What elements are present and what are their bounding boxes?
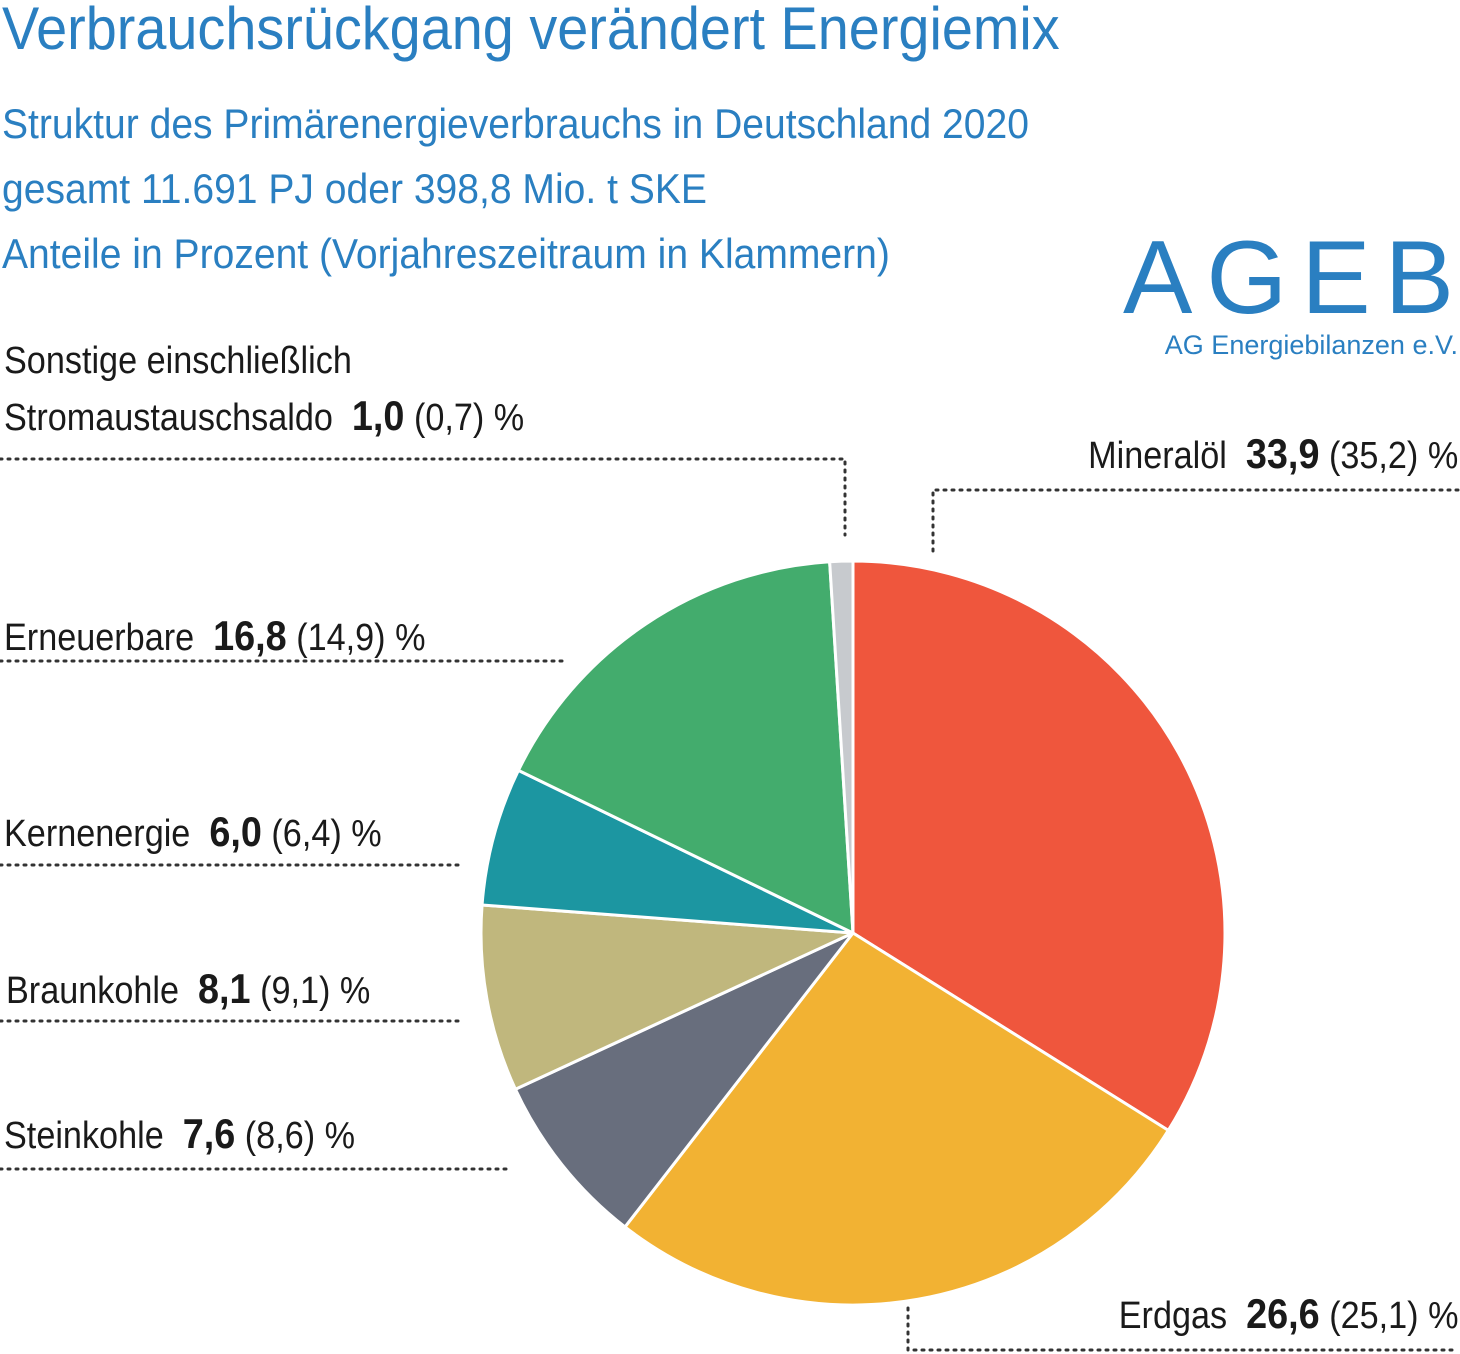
subtitle-line-1: Struktur des Primärenergieverbrauchs in … <box>2 100 1029 147</box>
label-kernenergie: Kernenergie 6,0 (6,4) % <box>4 808 382 856</box>
label-steinkohle: Steinkohle 7,6 (8,6) % <box>4 1110 355 1158</box>
slice-prev: (35,2) <box>1328 435 1419 477</box>
slice-unit: % <box>395 617 426 659</box>
pie-slice-5 <box>516 560 855 935</box>
slice-value: 1,0 <box>351 392 405 439</box>
label-sonstige: Stromaustauschsaldo 1,0 (0,7) % <box>4 392 524 440</box>
label-braunkohle: Braunkohle 8,1 (9,1) % <box>6 965 370 1013</box>
logo-subtitle: AG Energiebilanzen e.V. <box>1164 330 1458 360</box>
slice-value: 16,8 <box>213 612 287 659</box>
label-sonstige-line1: Sonstige einschließlich <box>4 340 352 383</box>
pie-slice-4 <box>480 768 855 935</box>
slice-unit: % <box>1427 1295 1458 1337</box>
leader-lines <box>0 457 1460 1352</box>
slice-prev: (0,7) <box>413 397 485 439</box>
slice-prev: (9,1) <box>260 970 331 1012</box>
subtitle-line-3: Anteile in Prozent (Vorjahreszeitraum in… <box>2 230 890 277</box>
slice-name: Kernenergie <box>4 813 191 855</box>
pie-slice-1 <box>623 931 1170 1307</box>
slice-prev: (8,6) <box>244 1115 316 1157</box>
slice-name: Erneuerbare <box>4 617 195 659</box>
pie-slice-6 <box>828 559 855 935</box>
slice-value: 6,0 <box>209 808 262 855</box>
slice-value: 33,9 <box>1245 430 1320 477</box>
leader-line-sonstige <box>0 457 847 537</box>
logo-wordmark: AGEB <box>1123 220 1460 336</box>
pie-slice-0 <box>851 559 1227 1132</box>
slice-value: 8,1 <box>198 965 251 1012</box>
chart-title: Verbrauchsrückgang verändert Energiemix <box>2 0 1060 62</box>
subtitle-line-2: gesamt 11.691 PJ oder 398,8 Mio. t SKE <box>2 165 707 212</box>
pie-slice-2 <box>513 931 855 1229</box>
slice-name: Braunkohle <box>6 970 180 1012</box>
pie-slices <box>479 559 1227 1307</box>
slice-value: 7,6 <box>182 1110 236 1157</box>
slice-name: Sonstige einschließlich <box>4 340 352 382</box>
label-erdgas: Erdgas 26,6 (25,1) % <box>1118 1290 1458 1338</box>
slice-name: Steinkohle <box>4 1115 164 1157</box>
slice-unit: % <box>324 1115 356 1157</box>
slice-name: Erdgas <box>1118 1295 1227 1337</box>
slice-name: Mineralöl <box>1087 435 1227 477</box>
label-erneuerbare: Erneuerbare 16,8 (14,9) % <box>4 612 425 660</box>
slice-unit: % <box>351 813 382 855</box>
slice-unit: % <box>339 970 371 1012</box>
slice-name: Stromaustauschsaldo <box>4 397 333 439</box>
leader-line-mineraloel <box>931 488 1460 555</box>
slice-value: 26,6 <box>1245 1290 1320 1337</box>
ageb-logo: AGEB AG Energiebilanzen e.V. <box>1123 226 1458 360</box>
slice-unit: % <box>493 397 525 439</box>
label-mineraloel: Mineralöl 33,9 (35,2) % <box>1088 430 1458 478</box>
slice-prev: (25,1) <box>1328 1295 1419 1337</box>
slice-prev: (14,9) <box>296 617 386 659</box>
leader-line-erdgas <box>906 1306 1460 1352</box>
pie-slice-3 <box>479 903 855 1091</box>
slice-unit: % <box>1427 435 1458 477</box>
slice-prev: (6,4) <box>271 813 342 855</box>
